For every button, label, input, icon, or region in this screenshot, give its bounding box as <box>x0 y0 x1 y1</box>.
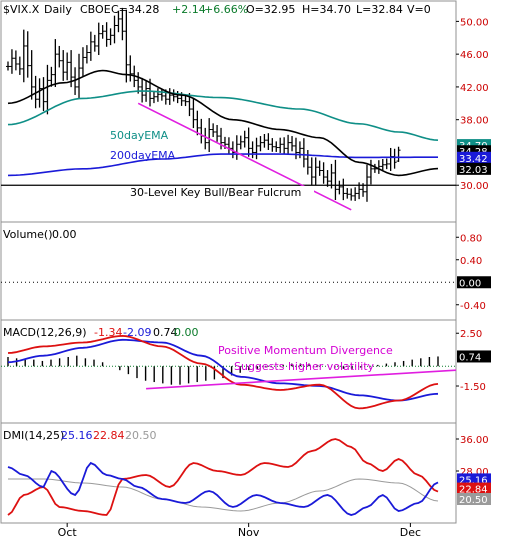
ema200-label: 200dayEMA <box>110 149 176 162</box>
dmi-header: DMI(14,25) 25.16 22.84 20.50 <box>3 429 157 442</box>
x-tick-label-dec: Dec <box>400 526 421 539</box>
x-tick-label-oct: Oct <box>58 526 78 539</box>
badge-volume-bg <box>457 276 491 289</box>
volume-y-tick-label: 0.80 <box>460 233 482 244</box>
dmi-plus-value: 25.16 <box>61 429 93 442</box>
price-header: $VIX.X Daily CBOE C=34.28 +2.14 +6.66% O… <box>3 3 431 16</box>
badge-ema200-bg <box>457 151 491 164</box>
macd-y-tick-label: -1.50 <box>460 382 486 393</box>
macd-signal-value: -2.09 <box>123 326 151 339</box>
volume-header: Volume() 0.00 <box>3 228 77 241</box>
x-tick-label-nov: Nov <box>238 526 260 539</box>
ema50-label: 50dayEMA <box>110 129 169 142</box>
macd-y-tick-label: 2.50 <box>460 329 482 340</box>
badge-fast-ema-bg <box>457 162 491 175</box>
header-change: +2.14 <box>172 3 206 16</box>
macd-plot <box>1 334 457 410</box>
macd-annotation-2: Suggests higher volatility <box>234 360 375 373</box>
minus-di-line <box>7 438 439 516</box>
macd-title: MACD(12,26,9) <box>3 326 87 339</box>
badge-fast-ema: 32.03 <box>459 165 488 176</box>
dmi-minus-value: 22.84 <box>93 429 125 442</box>
header-volume: V=0 <box>407 3 431 16</box>
price-y-tick-label: 30.00 <box>460 181 489 192</box>
macd-zero-value: 0.00 <box>174 326 199 339</box>
badge-minus-di-bg <box>457 482 491 495</box>
header-open: O=32.95 <box>246 3 295 16</box>
adx-line <box>8 478 439 512</box>
x-axis: Oct Nov Dec <box>58 523 421 539</box>
macd-annotation-1: Positive Momentum Divergence <box>218 344 393 357</box>
badge-ema200: 33.42 <box>459 154 488 165</box>
badge-plus-di: 25.16 <box>459 475 488 486</box>
badge-macd-hist-bg <box>457 350 491 363</box>
fulcrum-label-bg <box>128 186 314 198</box>
price-y-tick-label: 42.00 <box>460 83 489 94</box>
price-trendline <box>137 102 352 211</box>
price-y-tick-label: 38.00 <box>460 116 489 127</box>
badge-adx: 20.50 <box>459 495 488 506</box>
dmi-y-tick-label: 36.00 <box>460 435 489 446</box>
plus-di-line <box>7 461 439 516</box>
fulcrum-label: 30-Level Key Bull/Bear Fulcrum <box>130 186 301 199</box>
header-high: H=34.70 <box>302 3 351 16</box>
badge-plus-di-bg <box>457 473 491 486</box>
macd-trendline <box>146 369 457 390</box>
volume-value: 0.00 <box>52 228 77 241</box>
header-change-pct: +6.66% <box>204 3 248 16</box>
header-close: C=34.28 <box>111 3 159 16</box>
volume-y-tick-label: 0.40 <box>460 256 482 267</box>
volume-y-tick-label: -0.40 <box>460 301 486 312</box>
dmi-plot <box>7 438 439 516</box>
badge-minus-di: 22.84 <box>459 485 488 496</box>
macd-line <box>7 334 439 410</box>
dmi-title: DMI(14,25) <box>3 429 64 442</box>
header-exchange: CBOE <box>80 3 111 16</box>
panel-frames <box>0 0 457 524</box>
ema200-line <box>7 153 438 177</box>
header-period: Daily <box>44 3 72 16</box>
price-y-tick-label: 50.00 <box>460 17 489 28</box>
macd-value: -1.34 <box>94 326 122 339</box>
badge-adx-bg <box>457 493 491 505</box>
macd-hist-value: 0.74 <box>153 326 178 339</box>
price-y-tick-label: 46.00 <box>460 50 489 61</box>
volume-title: Volume() <box>3 228 53 241</box>
macd-header: MACD(12,26,9) -1.34 -2.09 0.74 0.00 Posi… <box>3 326 393 373</box>
badge-macd-hist: 0.74 <box>459 352 481 363</box>
price-plot <box>1 7 456 211</box>
dmi-adx-value: 20.50 <box>125 429 157 442</box>
badge-volume: 0.00 <box>459 278 481 289</box>
header-low: L=32.84 <box>356 3 403 16</box>
ema50-line <box>7 90 439 141</box>
dmi-y-tick-label: 28.00 <box>460 467 489 478</box>
macd-signal-line <box>7 338 439 402</box>
fast-ema-line <box>7 69 439 177</box>
right-axes: 50.00 46.00 42.00 38.00 30.00 0.80 0.40 -0.40 2.… <box>456 17 491 506</box>
header-symbol: $VIX.X <box>3 3 40 16</box>
